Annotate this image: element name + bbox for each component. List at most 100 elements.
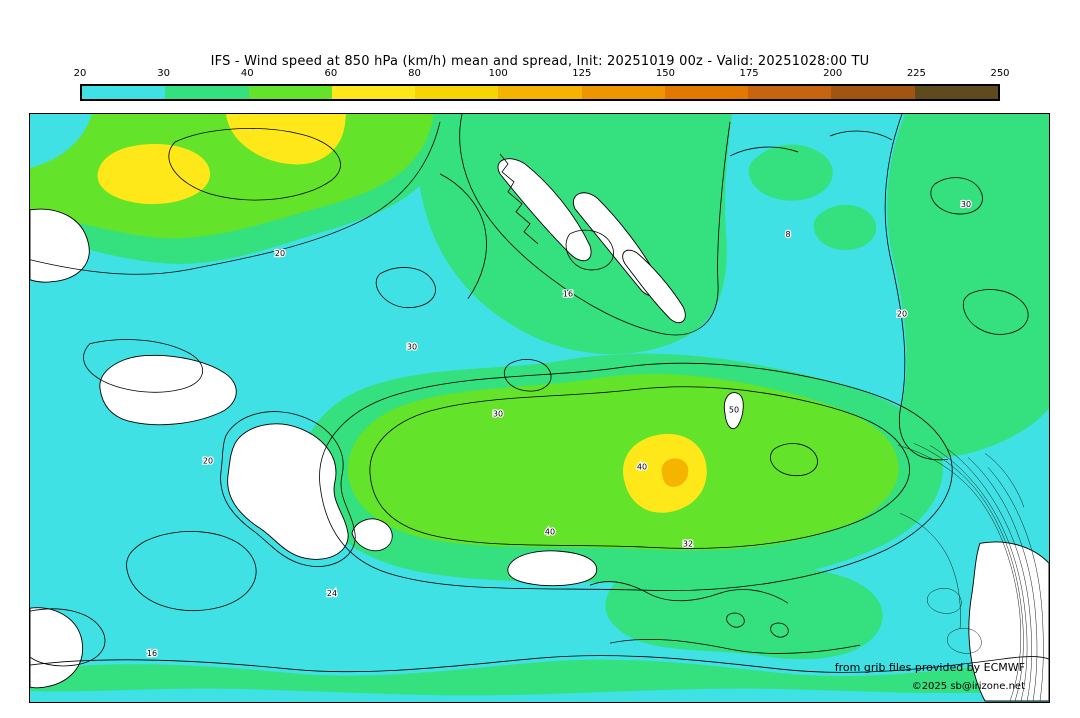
contour-label: 16 — [147, 649, 157, 658]
contour-line — [729, 146, 799, 157]
contour-label: 30 — [961, 200, 971, 209]
contour-label: 40 — [637, 462, 647, 471]
region-white-bottom-right — [968, 541, 1049, 702]
attribution-copyright: ©2025 sb@irizone.net — [911, 680, 1025, 692]
contour-line — [319, 362, 953, 591]
attribution: from grib files provided by ECMWF ©2025 … — [835, 658, 1025, 695]
region-green-upper-right-1 — [748, 144, 833, 201]
colorbar-tick-label: 40 — [240, 68, 254, 79]
region-green-bottom-strip — [30, 659, 1049, 696]
regions-below-20 — [30, 158, 1049, 702]
contour-line — [884, 114, 949, 461]
contour-label: 20 — [203, 456, 213, 465]
region-green-upper-right-2 — [813, 204, 877, 251]
terrain-contour-line — [929, 445, 1028, 702]
colorbar-segment — [914, 86, 998, 99]
contour-label: 30 — [407, 343, 417, 352]
contour-label: 20 — [897, 310, 907, 319]
colorbar-tick-label: 150 — [655, 68, 675, 79]
terrain-contour-line — [913, 443, 1024, 702]
contour-label: 32 — [683, 539, 693, 548]
colorbar-segment — [581, 86, 665, 99]
contour-line — [589, 581, 789, 604]
region-yellow-topleft-1 — [226, 114, 346, 165]
map-frame: 30 20 40 30 8 16 50 24 20 30 16 32 20 40 from grib fi… — [29, 113, 1050, 703]
contour-line — [30, 608, 106, 667]
contour-label: 8 — [785, 230, 790, 239]
contour-label: 16 — [563, 290, 573, 299]
colorbar-tick-label: 80 — [408, 68, 421, 79]
colorbar-segment — [165, 86, 249, 99]
region-white-west-3 — [351, 518, 393, 552]
region-white-west-2 — [227, 423, 349, 560]
colorbar-segment — [498, 86, 582, 99]
contour-lines — [30, 114, 1049, 673]
contour-line — [609, 638, 861, 654]
region-yellow-topleft-2 — [97, 143, 211, 205]
colorbar-tick-label: 125 — [572, 68, 592, 79]
wind-map-svg: 30 20 40 30 8 16 50 24 20 30 16 32 20 40 — [30, 114, 1049, 702]
contour-line — [30, 655, 1049, 673]
contour-label: 30 — [493, 409, 503, 418]
colorbar-segment — [248, 86, 332, 99]
contour-line — [930, 177, 983, 215]
region-white-norway-3 — [622, 249, 686, 323]
contour-line — [499, 153, 539, 245]
region-white-left-edge — [30, 208, 90, 283]
colorbar-segment — [331, 86, 416, 99]
colorbar-tick-label: 225 — [906, 68, 926, 79]
contour-line — [829, 130, 893, 141]
region-gold-core — [661, 458, 689, 487]
terrain-contour-line — [897, 445, 1022, 702]
contour-label: 20 — [275, 249, 285, 258]
contour-line — [770, 622, 789, 638]
region-green-right-band — [887, 114, 1049, 458]
contour-line — [459, 114, 731, 336]
contour-line — [565, 229, 614, 271]
contour-labels: 30 20 40 30 8 16 50 24 20 30 16 32 20 40 — [146, 199, 973, 660]
region-white-bottom-left — [30, 607, 84, 689]
page-title: IFS - Wind speed at 850 hPa (km/h) mean … — [210, 54, 870, 69]
colorbar-tick-label: 250 — [990, 68, 1010, 79]
contour-line — [126, 531, 257, 611]
contour-line — [375, 267, 436, 309]
colorbar-segment — [415, 86, 499, 99]
colorbar-tick-label: 100 — [488, 68, 508, 79]
contour-line — [168, 128, 341, 201]
contour-line — [962, 289, 1029, 335]
terrain-contour-line — [967, 457, 1038, 702]
contour-label: 24 — [327, 589, 337, 598]
contour-label: 50 — [729, 405, 739, 414]
region-white-norway-1 — [497, 158, 592, 262]
contour-line — [439, 173, 487, 299]
attribution-provider: from grib files provided by ECMWF — [834, 661, 1025, 675]
colorbar-tick-label: 175 — [739, 68, 759, 79]
colorbar-tick-label: 30 — [157, 68, 170, 79]
contour-line — [369, 386, 910, 549]
terrain-contours — [897, 443, 1044, 702]
region-lime-central-band — [347, 373, 899, 551]
colorbar-segment — [748, 86, 832, 99]
colorbar-tick-label: 20 — [73, 68, 87, 79]
colorbar-segment — [831, 86, 915, 99]
colorbar-segment — [82, 86, 166, 99]
contour-line — [220, 411, 356, 567]
colorbar-segment — [664, 86, 749, 99]
contour-line — [726, 612, 745, 628]
region-white-center-right — [723, 392, 744, 430]
contour-label: 40 — [545, 527, 555, 536]
contour-line — [83, 339, 204, 393]
region-green-bottom-center — [605, 555, 883, 660]
contour-line — [504, 359, 552, 392]
terrain-contour-line — [987, 467, 1044, 702]
region-white-center-bottom — [507, 550, 598, 587]
terrain-contour-line — [947, 627, 982, 654]
contour-line — [770, 443, 818, 476]
colorbar-tick-label: 60 — [324, 68, 338, 79]
terrain-contour-line — [899, 513, 961, 630]
colorbar-ticks: 20 30 40 60 80 100 125 150 175 200 225 250 — [74, 68, 1010, 81]
terrain-contour-line — [927, 588, 962, 614]
colorbar-segments — [80, 84, 1000, 101]
contour-line — [30, 121, 441, 275]
